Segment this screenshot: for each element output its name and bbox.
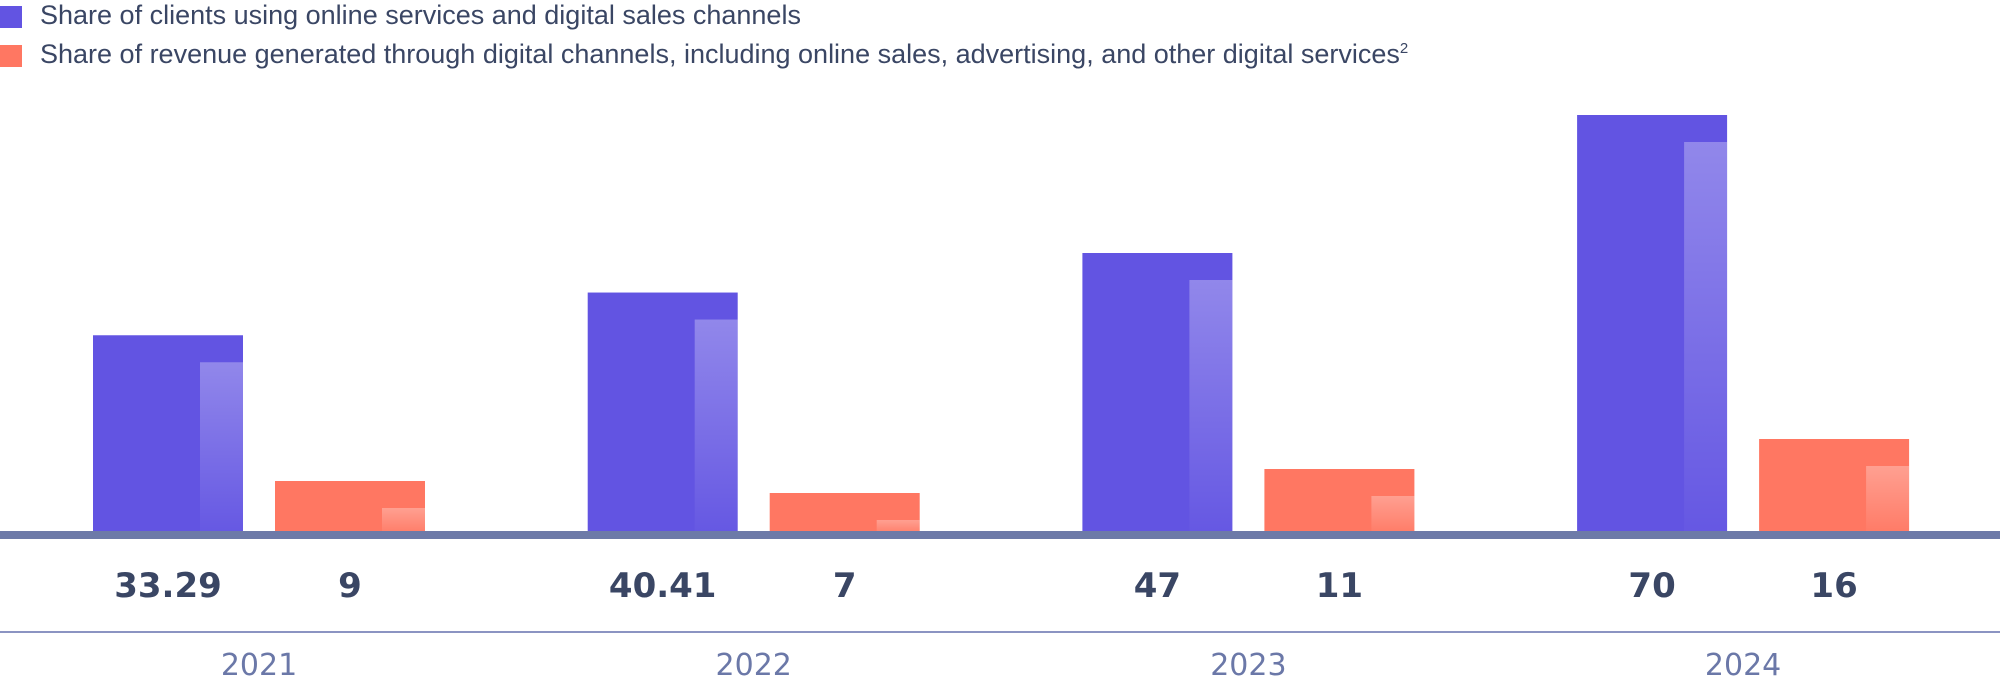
bar-highlight: [1371, 496, 1415, 535]
bar-highlight: [1684, 142, 1728, 535]
data-label: 70: [1628, 566, 1675, 606]
data-label: 40.41: [609, 566, 717, 606]
legend-label-text: Share of revenue generated through digit…: [40, 39, 1400, 69]
bar-highlight: [382, 508, 425, 535]
x-axis-baseline: [0, 531, 2000, 539]
legend-label: Share of revenue generated through digit…: [40, 39, 1408, 70]
x-tick-label: 2021: [221, 648, 297, 676]
data-label: 9: [338, 566, 362, 606]
footnote-marker: 2: [1399, 40, 1409, 57]
x-tick-label: 2024: [1705, 648, 1781, 676]
x-tick-label: 2023: [1210, 648, 1286, 676]
bar-highlight: [1189, 280, 1233, 535]
data-label: 47: [1134, 566, 1181, 606]
bar-highlight: [1866, 466, 1910, 535]
legend-label: Share of clients using online services a…: [40, 0, 801, 30]
year-separator-line: [0, 631, 2000, 633]
legend-swatch-purple: [0, 6, 22, 28]
data-label: 33.29: [114, 566, 222, 606]
data-label: 16: [1810, 566, 1857, 606]
data-label: 7: [833, 566, 857, 606]
data-label: 11: [1316, 566, 1363, 606]
bar-highlight: [200, 362, 243, 535]
bar-highlight: [694, 319, 738, 535]
legend-swatch-orange: [0, 45, 22, 67]
x-tick-label: 2022: [716, 648, 792, 676]
